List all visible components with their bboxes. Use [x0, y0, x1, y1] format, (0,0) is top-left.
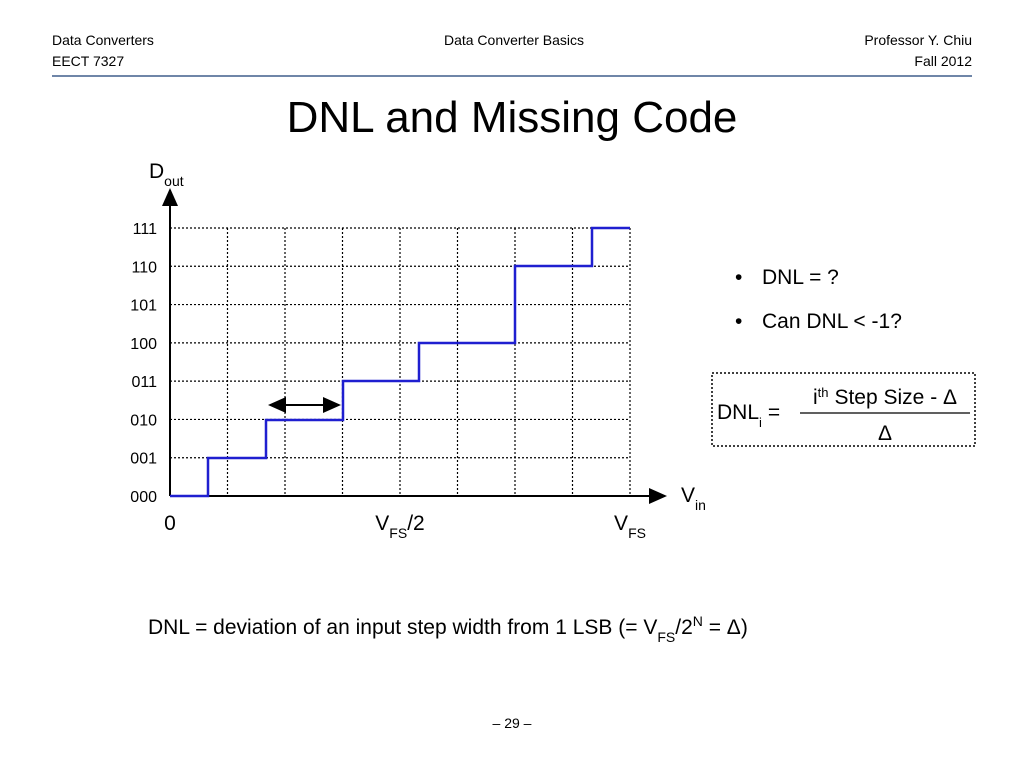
bullet: Can DNL < -1?	[762, 310, 902, 333]
sup: N	[693, 613, 703, 629]
y-code-label: 111	[133, 221, 157, 238]
x-tick-label: VFS	[614, 512, 646, 541]
formula-denominator: Δ	[878, 422, 892, 445]
bullet: DNL = ?	[762, 266, 839, 289]
y-code-label: 100	[130, 336, 157, 353]
lhs-sub: i	[759, 415, 762, 430]
y-axis-label: Dout	[149, 160, 184, 189]
rest: Step Size - Δ	[834, 386, 957, 409]
y-code-label: 101	[130, 298, 157, 315]
formula-numerator: ith Step Size - Δ	[813, 385, 957, 410]
x-tick-label: VFS/2	[375, 512, 424, 541]
end: = Δ)	[703, 616, 748, 639]
y-code-label: 110	[131, 259, 157, 276]
sup: th	[818, 385, 829, 400]
v: V	[375, 512, 389, 535]
header-right: Fall 2012	[914, 53, 972, 69]
bullet-dot: •	[735, 266, 742, 289]
suffix: /2	[407, 512, 425, 535]
formula-lhs: DNLi =	[717, 401, 780, 430]
transfer-curve	[170, 226, 630, 498]
header-center: Data Converter Basics	[444, 32, 584, 48]
page-number: – 29 –	[493, 715, 532, 731]
footnote: DNL = deviation of an input step width f…	[148, 613, 748, 645]
header-left: Data Converters	[52, 32, 154, 48]
y-code-label: 010	[130, 412, 157, 429]
header-left: EECT 7327	[52, 53, 124, 69]
eq: =	[768, 401, 780, 424]
bullet-dot: •	[735, 310, 742, 333]
header-right: Professor Y. Chiu	[864, 32, 972, 48]
label-sub: out	[164, 173, 184, 189]
i: i	[813, 386, 818, 409]
x-axis-label: Vin	[681, 484, 706, 513]
y-code-label: 001	[130, 451, 157, 468]
y-code-label: 000	[130, 489, 157, 506]
sub: FS	[389, 525, 407, 541]
slide-title: DNL and Missing Code	[287, 93, 738, 142]
x-tick-label: 0	[164, 512, 176, 535]
lhs: DNL	[717, 401, 759, 424]
grid	[170, 227, 631, 496]
text: DNL = deviation of an input step width f…	[148, 616, 657, 639]
label-sub: in	[695, 497, 706, 513]
label: D	[149, 160, 164, 183]
y-code-label: 011	[131, 374, 157, 391]
v: V	[614, 512, 628, 535]
sub: FS	[628, 525, 646, 541]
label: V	[681, 484, 695, 507]
mid: /2	[675, 616, 693, 639]
sub: FS	[657, 629, 675, 645]
